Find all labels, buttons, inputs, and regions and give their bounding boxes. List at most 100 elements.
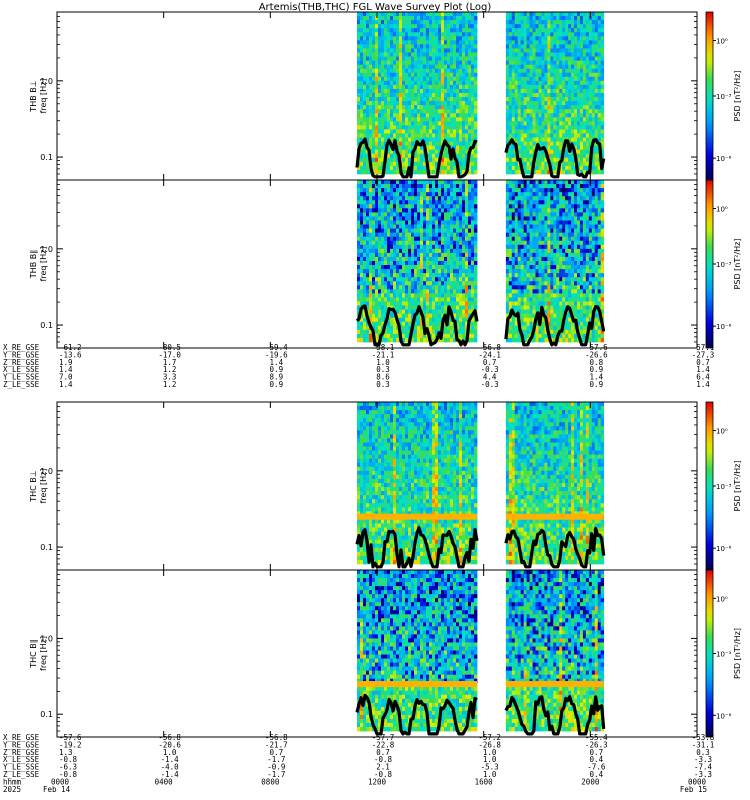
y-tick-label: 1.0 [40, 245, 53, 254]
ephemeris-value: -13.6 [59, 350, 82, 359]
ephemeris-value: -27.3 [692, 350, 715, 359]
noise-floor-trace [504, 526, 606, 569]
ephemeris-value: 1.4 [696, 380, 710, 389]
y-label-probe: THB B∥ [29, 250, 38, 279]
narrowband-line [505, 513, 604, 520]
ephemeris-value: -57.2 [478, 733, 501, 742]
ephemeris-value: 1.4 [270, 358, 284, 367]
ephemeris-value: 1.0 [483, 770, 497, 779]
ephemeris-value: 0.7 [376, 748, 390, 757]
spectrogram-segment [505, 570, 605, 732]
ephemeris-value: 0.7 [483, 358, 497, 367]
ephemeris-value: -21.1 [372, 350, 395, 359]
ephemeris-value: -0.9 [267, 763, 285, 772]
spectrogram-segment [505, 12, 605, 175]
ephemeris-value: -3.3 [694, 770, 712, 779]
ephemeris-value: 7.0 [59, 373, 73, 382]
colorbar-scale [705, 401, 714, 571]
spectrogram-segment [357, 570, 478, 732]
ephemeris-row-label: Z_RE_GSE [3, 358, 40, 367]
ephemeris-value: 8.6 [376, 373, 390, 382]
ephemeris-value: -5.3 [481, 763, 499, 772]
ephemeris-value: 0.7 [270, 748, 284, 757]
ephemeris-value: 0.7 [590, 748, 604, 757]
y-label-probe: THC B⊥ [29, 470, 38, 503]
ephemeris-value: 1.7 [163, 358, 177, 367]
x-tick-label: 0000 [688, 777, 707, 786]
ephemeris-value: -24.1 [478, 350, 501, 359]
ephemeris-value: 0.4 [590, 770, 604, 779]
ephemeris-value: -1.4 [161, 770, 180, 779]
ephemeris-value: 0.9 [270, 380, 284, 389]
colorbar-scale [705, 179, 714, 349]
ephemeris-value: -57.6 [585, 343, 608, 352]
ephemeris-value: 1.4 [696, 365, 710, 374]
colorbar-label: PSD [nT²/Hz] [733, 461, 742, 512]
ephemeris-value: -0.8 [59, 770, 78, 779]
ephemeris-row-label: X_LE_SSE [3, 755, 40, 764]
colorbar-tick-label: 10⁰ [716, 595, 728, 603]
ephemeris-value: -26.6 [585, 350, 608, 359]
ephemeris-value: 0.9 [590, 380, 604, 389]
ephemeris-value: -57.7 [372, 733, 395, 742]
ephemeris-value: 1.2 [163, 365, 177, 374]
y-label-probe: THC B∥ [29, 639, 38, 669]
ephemeris-value: -26.8 [478, 740, 501, 749]
spectrogram-segment [357, 402, 478, 565]
ephemeris-value: 0.9 [590, 365, 604, 374]
colorbar-1: 10⁰ 10⁻³ 10⁻⁶ PSD [nT²/Hz] [705, 11, 742, 181]
ephemeris-value: -1.4 [161, 755, 180, 764]
ephemeris-value: 0.8 [590, 358, 604, 367]
ephemeris-row-label: Z_RE_GSE [3, 748, 40, 757]
colorbar-tick-label: 10⁰ [716, 38, 728, 46]
end-date-label: Feb 15 [680, 785, 707, 794]
ephemeris-value: -0.8 [374, 755, 393, 764]
ephemeris-value: 3.3 [163, 373, 177, 382]
colorbar-scale [705, 569, 714, 738]
spectrogram-segment [505, 180, 605, 343]
ephemeris-value: -7.4 [694, 763, 713, 772]
ephemeris-value: 1.4 [59, 365, 73, 374]
ephemeris-row-label: Z_LE_SSE [3, 770, 40, 779]
time-axis: hhmm 0000 0400 0800 1200 1600 2000 0000 2025 Feb … [3, 777, 707, 793]
ephemeris-value: -58.1 [372, 343, 395, 352]
ephemeris-value: 1.0 [376, 358, 390, 367]
ephemeris-thc: X_RE_GSE -57.6 -56.8 -56.8 -57.7 -57.2 -55.4 -5… [3, 733, 715, 779]
ephemeris-value: 0.4 [590, 755, 604, 764]
ephemeris-value: -1.7 [267, 755, 285, 764]
x-tick-label: 1600 [475, 777, 494, 786]
ephemeris-value: -53.8 [692, 733, 715, 742]
y-label-units: freq [Hz] [39, 469, 48, 504]
colorbar-3: 10⁰ 10⁻³ 10⁻⁶ PSD [nT²/Hz] [705, 401, 742, 571]
ephemeris-value: -20.6 [158, 740, 181, 749]
ephemeris-value: -0.8 [59, 755, 78, 764]
colorbar-tick-label: 10⁻³ [716, 651, 732, 659]
ephemeris-value: 0.7 [696, 358, 710, 367]
x-tick-label: 2000 [581, 777, 600, 786]
colorbar-4: 10⁰ 10⁻³ 10⁻⁶ PSD [nT²/Hz] [705, 569, 742, 738]
ephemeris-value: 1.4 [59, 380, 73, 389]
ephemeris-value: -31.1 [692, 740, 715, 749]
ephemeris-value: -56.8 [478, 343, 501, 352]
ephemeris-value: -59.4 [265, 343, 288, 352]
y-label-units: freq [Hz] [39, 636, 48, 671]
colorbar-label: PSD [nT²/Hz] [733, 71, 742, 122]
ephemeris-value: -21.7 [265, 740, 288, 749]
ephemeris-value: -7.6 [587, 763, 606, 772]
colorbar-tick-label: 10⁻⁶ [716, 323, 732, 331]
ephemeris-value: -3.3 [694, 755, 712, 764]
ephemeris-row-label: Y_LE_SSE [3, 763, 40, 772]
ephemeris-value: 1.3 [59, 748, 73, 757]
ephemeris-value: 0.3 [376, 365, 390, 374]
ephemeris-value: 1.0 [163, 748, 177, 757]
spectrogram-segment [357, 12, 478, 175]
colorbar-tick-label: 10⁻³ [716, 483, 732, 491]
ephemeris-value: -80.5 [158, 343, 181, 352]
ephemeris-value: -19.6 [265, 350, 288, 359]
colorbar-tick-label: 10⁰ [716, 206, 728, 214]
year-label: 2025 [3, 785, 21, 794]
spectrogram-segment [357, 180, 478, 343]
